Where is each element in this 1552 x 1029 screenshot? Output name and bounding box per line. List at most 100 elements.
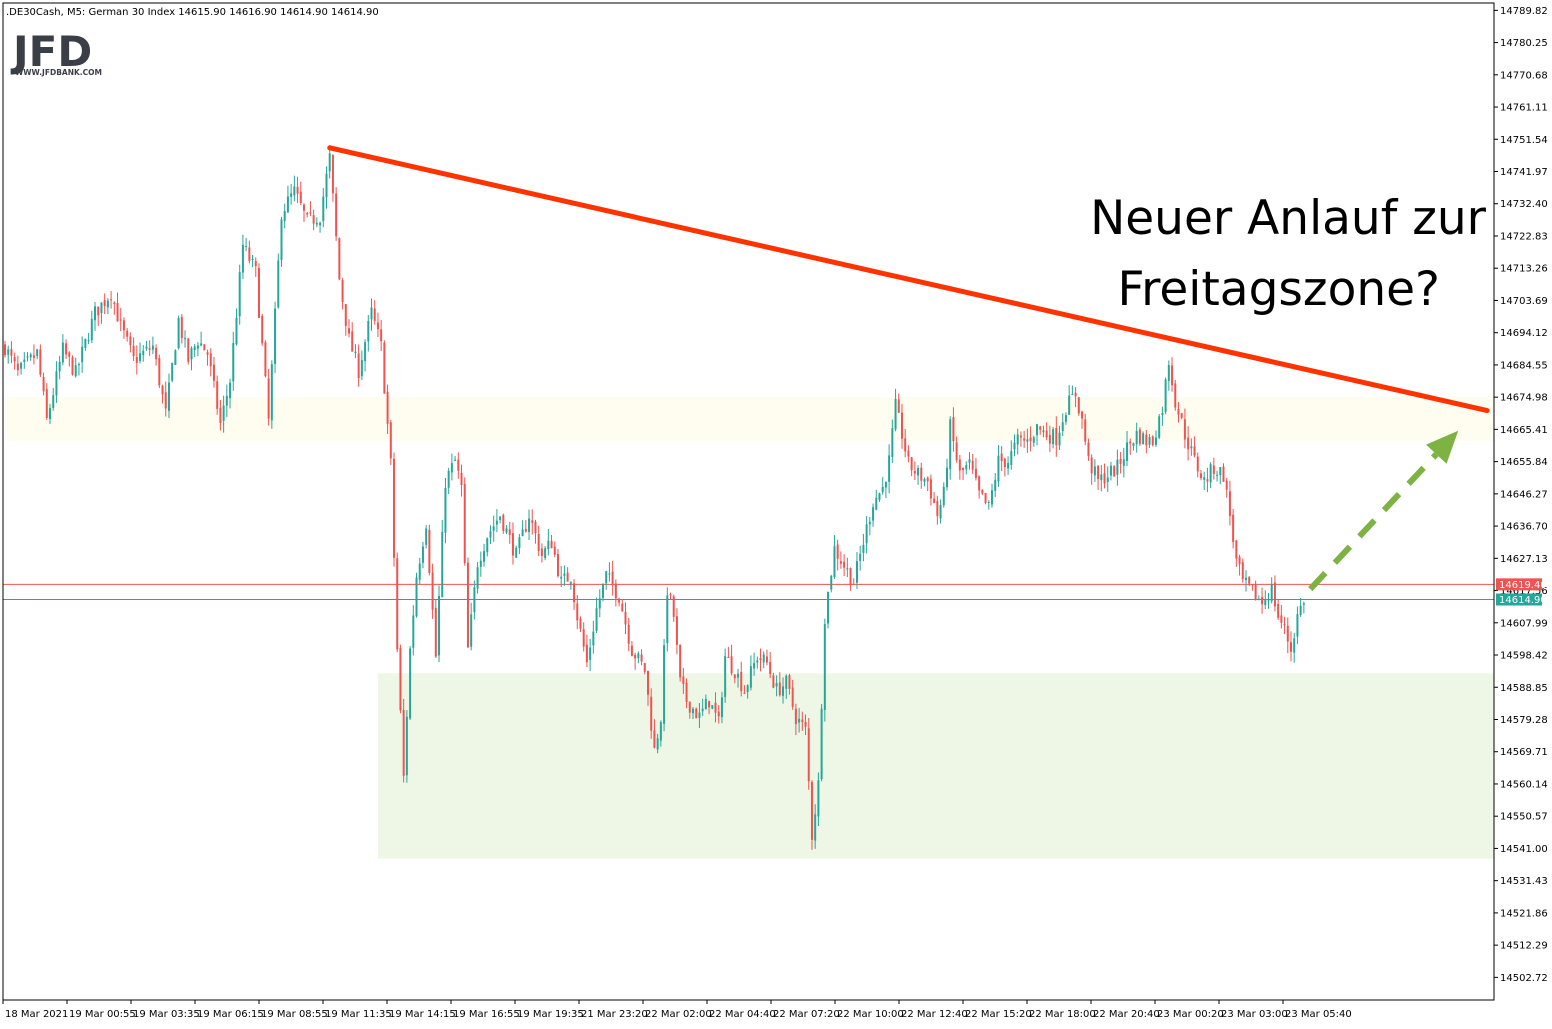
candle-bear: [1228, 491, 1231, 516]
candle-bear: [1206, 479, 1209, 482]
candle-bull: [61, 342, 64, 363]
price-tags: 14619.40 14614.90: [1496, 578, 1547, 606]
price-axis[interactable]: 14789.82 14780.25 14770.68 14761.11 14751.54…: [1494, 6, 1548, 984]
annotation-line-2: Freitagszone?: [1117, 262, 1440, 317]
x-tick-label: 19 Mar 11:35: [325, 1009, 392, 1020]
candle-bear: [907, 450, 910, 457]
candle-bull: [894, 398, 897, 430]
candle-bear: [68, 352, 71, 357]
candle-bear: [933, 498, 936, 504]
candle-bull: [1164, 379, 1167, 412]
drawings-layer: [327, 145, 1490, 592]
candle-bear: [630, 645, 633, 656]
candle-bear: [460, 472, 463, 485]
candle-bear: [267, 378, 270, 419]
y-tick-label: 14713.26: [1500, 264, 1548, 275]
logo-subtext: WWW.JFDBANK.COM: [15, 68, 102, 77]
candle-bear: [1019, 435, 1022, 438]
candle-bull: [923, 478, 926, 482]
candle-bull: [663, 645, 666, 724]
y-tick-label: 14694.12: [1500, 328, 1548, 339]
candle-bull: [36, 349, 39, 356]
candle-bull: [415, 577, 418, 617]
candle-bear: [534, 521, 537, 534]
candle-bull: [1061, 422, 1064, 432]
candle-bull: [421, 546, 424, 563]
candle-bull: [666, 595, 669, 644]
candle-bull: [521, 529, 524, 537]
candle-bear: [839, 561, 842, 564]
candle-bear: [212, 364, 215, 381]
candle-bull: [997, 455, 1000, 482]
candle-bear: [1199, 473, 1202, 479]
candle-bull: [814, 814, 817, 841]
candle-bear: [1277, 604, 1280, 618]
candle-bull: [492, 526, 495, 531]
candle-bull: [444, 487, 447, 533]
candle-bear: [1084, 419, 1087, 442]
candle-bull: [405, 716, 408, 776]
candle-bear: [1171, 365, 1174, 386]
candle-bear: [1103, 473, 1106, 484]
candle-bull: [193, 346, 196, 351]
candle-bull: [515, 547, 518, 558]
candle-bear: [380, 329, 383, 342]
y-tick-label: 14627.13: [1500, 554, 1548, 565]
y-tick-label: 14502.72: [1500, 973, 1548, 984]
candle-bull: [592, 631, 595, 646]
candle-bull: [692, 708, 695, 714]
candle-bear: [110, 299, 113, 301]
candle-bull: [817, 780, 820, 817]
candle-bull: [1100, 474, 1103, 481]
candle-bull: [711, 705, 714, 709]
candle-bull: [167, 382, 170, 411]
y-tick-label: 14684.55: [1500, 360, 1548, 371]
candle-bear: [1077, 397, 1080, 414]
x-tick-label: 19 Mar 19:35: [517, 1009, 584, 1020]
candle-bear: [428, 529, 431, 573]
candle-bull: [1264, 600, 1267, 606]
annotation-line-1: Neuer Anlauf zur: [1090, 191, 1487, 246]
candle-bear: [1090, 457, 1093, 474]
y-tick-label: 14512.29: [1500, 941, 1548, 952]
x-tick-label: 19 Mar 00:55: [69, 1009, 136, 1020]
x-tick-label: 22 Mar 07:20: [773, 1009, 840, 1020]
candle-bull: [994, 479, 997, 491]
candle-bear: [331, 155, 334, 194]
candle-bear: [769, 661, 772, 674]
candle-bull: [1216, 474, 1219, 476]
x-tick-label: 22 Mar 20:40: [1093, 1009, 1160, 1020]
y-tick-label: 14722.83: [1500, 231, 1548, 242]
y-tick-label: 14569.71: [1500, 747, 1548, 758]
candle-bull: [441, 531, 444, 598]
candle-bear: [650, 696, 653, 731]
candle-bull: [1106, 477, 1109, 483]
candle-bear: [396, 558, 399, 650]
candle-bull: [881, 486, 884, 493]
candle-bull: [518, 537, 521, 548]
candle-bull: [177, 317, 180, 349]
price-tag-label-bid: 14619.40: [1499, 580, 1547, 591]
candle-bear: [389, 422, 392, 459]
candle-bull: [486, 538, 489, 553]
candle-bull: [1302, 603, 1305, 605]
candle-bear: [643, 663, 646, 672]
candle-bear: [16, 363, 19, 371]
candle-bear: [531, 520, 534, 523]
candle-bear: [1087, 442, 1090, 457]
candle-bear: [801, 719, 804, 723]
candle-bear: [958, 459, 961, 471]
candle-bear: [926, 477, 929, 482]
candle-bull: [637, 653, 640, 659]
candle-bull: [846, 568, 849, 570]
x-tick-label: 18 Mar 2021: [5, 1009, 68, 1020]
candle-bear: [955, 442, 958, 461]
candle-bull: [1007, 463, 1010, 469]
candle-bear: [261, 315, 264, 344]
x-tick-label: 19 Mar 16:55: [453, 1009, 520, 1020]
candle-bear: [974, 468, 977, 478]
candle-bull: [753, 663, 756, 669]
candle-bear: [981, 489, 984, 494]
